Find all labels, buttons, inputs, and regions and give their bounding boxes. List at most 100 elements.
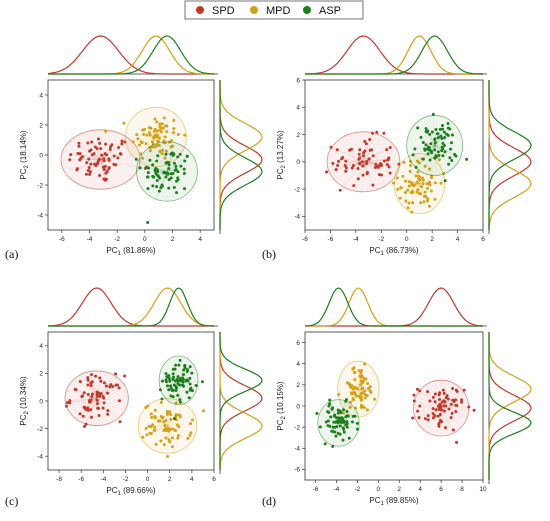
centroid-ray <box>429 145 435 161</box>
data-point <box>171 372 175 376</box>
centroid-ray <box>433 397 442 409</box>
data-point <box>425 186 429 190</box>
data-point <box>331 444 335 448</box>
data-point <box>334 434 338 438</box>
data-point <box>174 168 178 172</box>
side-density-curve <box>219 80 263 230</box>
data-point <box>450 141 454 145</box>
data-point <box>163 135 167 139</box>
data-point <box>441 147 445 151</box>
data-point <box>165 124 169 128</box>
data-point <box>363 149 367 153</box>
data-point <box>150 415 154 419</box>
centroid-ray <box>434 129 441 146</box>
centroid-ray <box>100 141 126 160</box>
series-spd <box>305 287 532 480</box>
data-point <box>315 412 319 416</box>
centroid-ray <box>419 183 421 194</box>
data-point <box>462 388 466 392</box>
centroid-ray <box>89 151 101 160</box>
data-point <box>169 417 173 421</box>
data-point <box>356 427 360 431</box>
data-point <box>445 132 449 136</box>
centroid-ray <box>155 136 172 141</box>
data-point <box>103 152 107 156</box>
centroid-ray <box>358 375 363 390</box>
panel-1: -6 -4 -2 0 2 4 -4 -2 0 2 4 PC1 (81.86%) PC2 (18.14%)… <box>5 35 263 261</box>
data-point <box>95 393 99 397</box>
data-point <box>356 167 360 171</box>
data-point <box>182 187 186 191</box>
centroid-ray <box>83 398 97 417</box>
data-point <box>440 123 444 127</box>
data-point <box>454 154 458 158</box>
data-point <box>361 164 365 168</box>
data-point <box>148 133 152 137</box>
centroid-ray <box>99 143 101 160</box>
y-tick-label: -4 <box>37 212 43 219</box>
centroid-ray <box>96 398 108 415</box>
centroid-ray <box>429 134 435 146</box>
data-point <box>352 387 356 391</box>
data-point <box>175 191 179 195</box>
data-point <box>139 140 143 144</box>
side-density-curve <box>488 332 532 480</box>
side-density-curve <box>488 80 532 230</box>
centroid-ray <box>412 183 420 203</box>
y-tick-label: -2 <box>37 182 43 189</box>
data-point <box>99 146 103 150</box>
data-point <box>435 132 439 136</box>
data-point <box>318 425 322 429</box>
centroid-ray <box>414 400 442 409</box>
centroid-ray <box>96 398 120 401</box>
centroid-ray <box>350 388 359 403</box>
centroid-ray <box>434 145 449 165</box>
data-point <box>172 161 176 165</box>
data-point <box>344 159 348 163</box>
top-density-curve <box>305 35 483 75</box>
data-point <box>159 400 163 404</box>
centroid-ray <box>82 156 101 160</box>
data-point <box>148 158 152 162</box>
data-point <box>136 137 140 141</box>
centroid-ray <box>329 399 339 423</box>
centroid-ray <box>96 148 101 160</box>
data-point <box>345 409 349 413</box>
data-point <box>344 166 348 170</box>
data-point <box>411 153 415 157</box>
centroid-ray <box>78 146 101 160</box>
side-density-curve <box>219 332 263 470</box>
data-point <box>135 133 139 137</box>
data-point <box>94 374 98 378</box>
centroid-ray <box>358 383 368 390</box>
x-tick-label: 0 <box>146 476 150 483</box>
x-tick-label: 0 <box>376 486 380 493</box>
data-point <box>157 189 161 193</box>
y-tick-label: -2 <box>37 426 43 433</box>
data-point <box>361 391 365 395</box>
data-point <box>170 445 174 449</box>
centroid-ray <box>355 389 359 409</box>
centroid-ray <box>419 183 428 199</box>
centroid-ray <box>441 406 469 409</box>
data-point <box>429 149 433 153</box>
data-point <box>171 395 175 399</box>
data-point <box>155 168 159 172</box>
centroid-ray <box>140 167 167 172</box>
data-point <box>364 142 368 146</box>
x-tick-label: -6 <box>328 236 334 243</box>
data-point <box>178 400 182 404</box>
data-point <box>68 158 72 162</box>
centroid-ray <box>425 407 442 419</box>
data-point <box>118 420 122 424</box>
data-point <box>415 190 419 194</box>
data-point <box>426 414 430 418</box>
centroid-ray <box>167 411 170 426</box>
y-tick-label: -4 <box>37 454 43 461</box>
data-point <box>112 162 116 166</box>
top-density-curve <box>47 35 214 75</box>
data-point <box>88 172 92 176</box>
data-point <box>182 167 186 171</box>
centroid-ray <box>155 128 174 138</box>
x-tick-label: 4 <box>198 236 202 243</box>
